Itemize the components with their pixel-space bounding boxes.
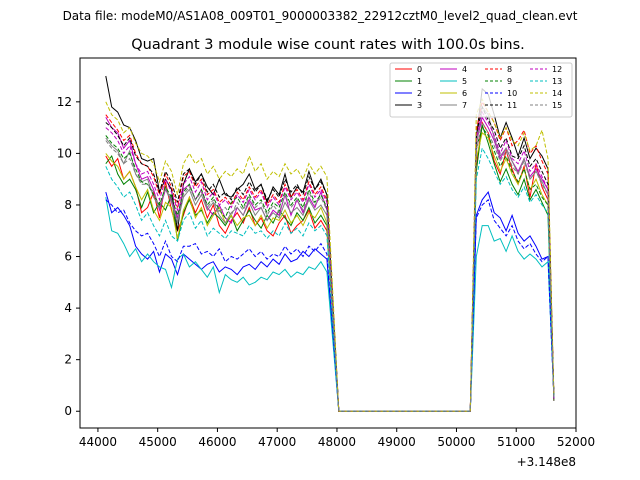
legend-label: 2: [417, 89, 422, 98]
y-tick-label: 12: [57, 95, 72, 109]
legend-label: 4: [462, 65, 467, 74]
series-line-13: [105, 146, 555, 412]
plot-lines: [105, 75, 555, 412]
legend-label: 3: [417, 101, 422, 110]
legend-label: 15: [552, 101, 562, 110]
x-tick-label: 49000: [378, 435, 416, 449]
y-tick-label: 10: [57, 146, 72, 160]
series-line-10: [105, 198, 555, 412]
legend-label: 13: [552, 77, 562, 86]
x-tick-label: 48000: [318, 435, 356, 449]
y-axis: 0 2 4 6 8 10 12: [57, 95, 80, 418]
y-tick-label: 0: [64, 404, 72, 418]
x-tick-label: 46000: [198, 435, 236, 449]
legend-label: 0: [417, 65, 422, 74]
series-line-5: [105, 197, 555, 412]
x-tick-label: 52000: [557, 435, 595, 449]
y-tick-label: 6: [64, 250, 72, 264]
legend-label: 10: [507, 89, 517, 98]
legend-label: 14: [552, 89, 562, 98]
legend-box: [389, 62, 573, 118]
series-line-12: [105, 110, 555, 412]
x-tick-label: 47000: [258, 435, 296, 449]
chart-title: Quadrant 3 module wise count rates with …: [131, 37, 525, 53]
series-line-4: [105, 115, 555, 412]
legend-label: 11: [507, 101, 517, 110]
legend-label: 1: [417, 77, 422, 86]
series-line-8: [105, 100, 555, 412]
x-tick-label: 45000: [139, 435, 177, 449]
x-tick-label: 50000: [437, 435, 475, 449]
legend-label: 7: [462, 101, 467, 110]
y-tick-label: 4: [64, 301, 72, 315]
chart-suptitle: Data file: modeM0/AS1A08_009T01_90000033…: [63, 9, 578, 23]
x-tick-label: 51000: [497, 435, 535, 449]
series-line-7: [105, 105, 555, 412]
series-line-2: [105, 191, 555, 412]
legend-label: 9: [507, 77, 512, 86]
y-tick-label: 8: [64, 198, 72, 212]
series-line-14: [105, 98, 555, 412]
series-line-6: [105, 131, 555, 412]
series-line-11: [105, 105, 555, 412]
plot-frame: [79, 57, 577, 429]
series-line-9: [105, 126, 555, 412]
x-axis: 44000 45000 46000 47000 48000 49000 50000 51000…: [79, 428, 595, 449]
x-tick-label: 44000: [79, 435, 117, 449]
series-line-0: [105, 120, 555, 412]
y-tick-label: 2: [64, 353, 72, 367]
x-axis-offset-label: +3.148e8: [517, 455, 576, 469]
series-line-15: [105, 121, 555, 412]
legend-label: 8: [507, 65, 512, 74]
legend-label: 6: [462, 89, 467, 98]
legend-label: 12: [552, 65, 562, 74]
legend-label: 5: [462, 77, 467, 86]
